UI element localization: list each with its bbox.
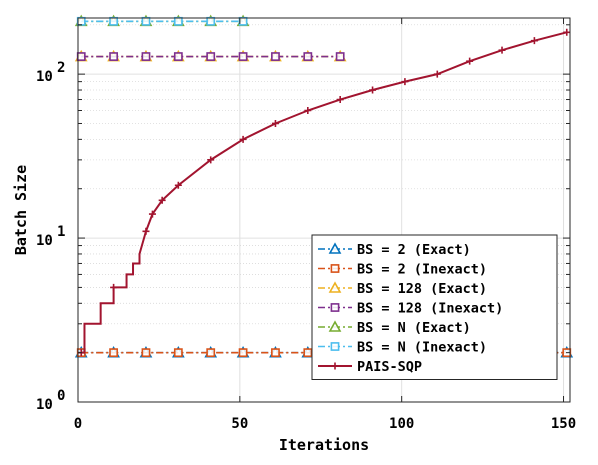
data-point xyxy=(238,16,248,26)
legend-item: PAIS-SQP xyxy=(318,359,422,375)
data-point xyxy=(303,348,313,358)
x-tick-label: 150 xyxy=(551,416,576,432)
legend: BS = 2 (Exact) BS = 2 (Inexact) BS = 128 (… xyxy=(311,234,558,380)
y-tick-label: 10 xyxy=(36,397,53,413)
data-point xyxy=(335,52,345,61)
data-point xyxy=(401,78,409,86)
data-point xyxy=(238,52,248,61)
y-tick-exponent: 0 xyxy=(57,388,65,404)
legend-marker xyxy=(330,303,340,312)
data-point xyxy=(369,86,377,94)
y-tick-label: 10 xyxy=(36,233,53,249)
data-point xyxy=(142,227,150,235)
legend-marker xyxy=(328,281,342,293)
legend-label: BS = 128 (Inexact) xyxy=(357,301,503,317)
legend-marker xyxy=(328,320,342,332)
plot-frame xyxy=(77,17,571,403)
series-4 xyxy=(76,52,345,61)
y-tick-exponent: 2 xyxy=(57,60,65,76)
data-point xyxy=(76,52,86,61)
data-point xyxy=(110,283,118,291)
data-point xyxy=(563,28,571,36)
data-point xyxy=(173,16,183,26)
data-point xyxy=(207,156,215,164)
data-point xyxy=(141,16,151,26)
legend-marker xyxy=(330,342,340,351)
data-point xyxy=(109,348,119,358)
legend-box xyxy=(311,234,558,380)
legend-marker xyxy=(331,362,339,370)
data-point xyxy=(303,52,313,61)
y-tick-exponent: 1 xyxy=(57,224,65,240)
legend-label: BS = 2 (Exact) xyxy=(357,242,471,258)
data-point xyxy=(109,16,119,26)
legend-item: BS = 128 (Inexact) xyxy=(318,301,503,317)
data-point xyxy=(238,348,248,358)
legend-label: BS = 2 (Inexact) xyxy=(357,262,487,278)
data-point xyxy=(173,52,183,61)
data-point xyxy=(206,348,216,358)
legend-label: PAIS-SQP xyxy=(357,359,422,375)
data-point xyxy=(433,70,441,78)
y-tick-label: 10 xyxy=(36,69,53,85)
data-point xyxy=(336,96,344,104)
legend-label: BS = N (Exact) xyxy=(357,320,471,336)
data-point xyxy=(498,46,506,54)
data-point xyxy=(239,135,247,143)
legend-label: BS = 128 (Exact) xyxy=(357,281,487,297)
data-point xyxy=(271,119,279,127)
x-tick-label: 0 xyxy=(74,416,82,432)
x-axis-label: Iterations xyxy=(279,436,369,454)
data-point xyxy=(173,348,183,358)
data-point xyxy=(148,210,156,218)
data-point xyxy=(466,57,474,65)
series-line xyxy=(81,31,568,354)
legend-item: BS = 128 (Exact) xyxy=(318,281,487,297)
data-point xyxy=(141,52,151,61)
legend-item: BS = 2 (Inexact) xyxy=(318,262,487,278)
legend-marker xyxy=(328,242,342,254)
data-point xyxy=(530,37,538,45)
data-point xyxy=(76,16,86,26)
data-point xyxy=(109,52,119,61)
x-tick-label: 50 xyxy=(231,416,248,432)
data-point xyxy=(271,348,280,358)
legend-marker xyxy=(330,264,340,273)
legend-item: BS = N (Exact) xyxy=(318,320,471,336)
data-point xyxy=(271,52,280,61)
legend-label: BS = N (Inexact) xyxy=(357,340,487,356)
y-axis-label: Batch Size xyxy=(12,165,30,255)
legend-item: BS = N (Inexact) xyxy=(318,340,487,356)
data-point xyxy=(206,16,216,26)
data-point xyxy=(206,52,216,61)
legend-item: BS = 2 (Exact) xyxy=(318,242,471,258)
data-point xyxy=(304,107,312,115)
data-point xyxy=(141,348,151,358)
data-point xyxy=(158,196,166,204)
x-tick-label: 100 xyxy=(389,416,414,432)
data-point xyxy=(174,181,182,189)
